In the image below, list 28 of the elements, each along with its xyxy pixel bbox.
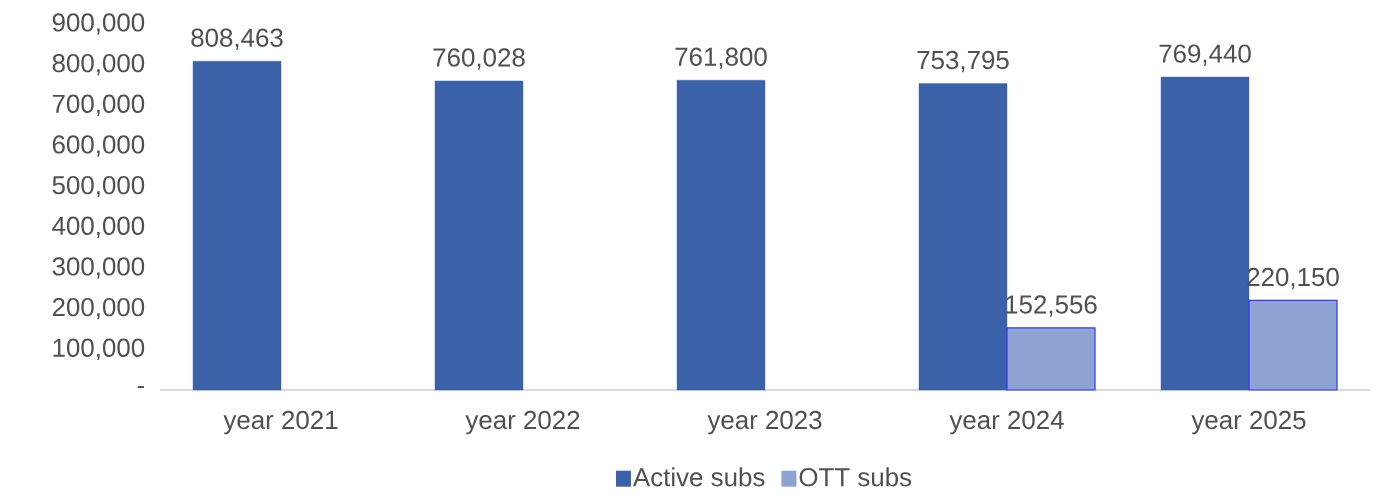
y-tick-label: 200,000 [52,297,145,320]
y-tick-label: 800,000 [52,53,145,76]
y-tick-label: 700,000 [52,94,145,117]
bar [1006,327,1096,391]
data-label: 761,800 [675,47,767,69]
y-tick-label: 300,000 [52,257,145,279]
x-tick-label: year 2022 [465,410,580,435]
bar [192,61,282,391]
y-tick-label: - [137,386,145,389]
x-tick-label: year 2023 [707,410,822,435]
legend-label: OTT subs [799,467,912,487]
y-tick-label: 900,000 [52,13,145,35]
x-tick-label: year 2024 [949,410,1064,435]
bar [1248,299,1338,391]
bar [434,80,524,391]
data-label: 769,440 [1159,44,1251,66]
x-tick-label: year 2025 [1191,410,1306,435]
data-label: 753,795 [917,50,1009,73]
data-label: 760,028 [433,48,525,70]
legend-label: Active subs [632,467,765,487]
x-tick-label: year 2021 [223,410,338,435]
bar [918,83,1008,391]
y-tick-label: 400,000 [52,216,145,239]
bar [676,79,766,391]
data-label: 808,463 [191,28,283,51]
y-tick-label: 500,000 [52,175,145,198]
y-tick-label: 100,000 [53,338,145,361]
y-tick-label: 600,000 [52,135,145,157]
